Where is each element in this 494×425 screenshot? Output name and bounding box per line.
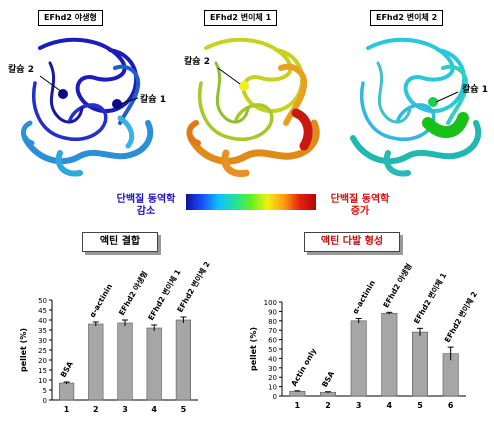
category-label: 2	[325, 401, 331, 410]
y-tick-label: 40	[38, 317, 47, 325]
bar-sample-label: EFhd2 변이체 1	[411, 271, 448, 326]
y-tick-label: 0	[43, 397, 47, 405]
bar-sample-label: EFhd2 변이체 2	[174, 262, 211, 314]
y-tick-label: 5	[43, 387, 47, 395]
bar-sample-label: EFhd2 변이체 2	[442, 289, 479, 344]
y-tick-label: 35	[38, 327, 47, 335]
bar	[175, 319, 192, 401]
y-tick-label: 10	[268, 384, 277, 392]
category-label: 5	[181, 405, 187, 414]
color-scale-bar	[186, 194, 316, 210]
structure-title-wildtype: EFhd2 야생형	[38, 10, 103, 26]
y-tick-label: 45	[38, 307, 47, 315]
bar-sample-label: BSA	[59, 360, 75, 379]
bar	[58, 382, 75, 401]
category-label: 1	[295, 401, 301, 410]
y-axis-label: pellet (%)	[250, 327, 258, 371]
bar	[350, 320, 367, 397]
category-label: 2	[93, 405, 99, 414]
y-tick-label: 90	[268, 308, 277, 316]
bar-sample-label: EFhd2 변이체 1	[145, 267, 182, 322]
category-label: 4	[387, 401, 393, 410]
y-tick-label: 80	[268, 318, 277, 326]
scale-right-line1: 단백질 동역학	[330, 194, 390, 205]
y-axis-label: pellet (%)	[19, 328, 28, 372]
scale-left-line1: 단백질 동역학	[116, 194, 176, 205]
bar-sample-label: Actin only	[289, 347, 318, 388]
bar	[381, 312, 398, 397]
y-tick-label: 15	[38, 367, 47, 375]
bar-sample-label: BSA	[320, 369, 336, 388]
bar-sample-label: α-actinin	[88, 282, 114, 319]
scale-label-increase: 단백질 동역학 증가	[316, 194, 404, 218]
category-label: 5	[417, 401, 423, 410]
y-tick-label: 25	[38, 347, 47, 355]
scale-left-line2: 감소	[136, 206, 156, 217]
y-tick-label: 60	[268, 337, 277, 345]
y-tick-label: 20	[268, 374, 277, 382]
protein-structure-wildtype	[21, 37, 154, 177]
y-tick-label: 70	[268, 327, 277, 335]
y-tick-label: 30	[38, 337, 47, 345]
y-tick-label: 20	[38, 357, 47, 365]
bar	[320, 391, 336, 397]
category-label: 6	[448, 401, 454, 410]
category-label: 4	[151, 405, 157, 414]
y-tick-label: 30	[268, 365, 277, 373]
bar	[289, 391, 306, 397]
calcium-label-m1-2: 칼슘 2	[184, 57, 210, 67]
bar	[117, 322, 133, 401]
scale-label-decrease: 단백질 동역학 감소	[106, 194, 186, 218]
protein-structure-mutant2	[350, 37, 482, 177]
panel-title-actin-bundling: 액틴 다발 형성	[304, 232, 400, 252]
bar-sample-label: EFhd2 야생형	[116, 269, 149, 317]
y-tick-label: 10	[38, 377, 47, 385]
bar	[412, 331, 428, 397]
category-label: 3	[122, 405, 128, 414]
structure-title-mutant1: EFhd2 변이체 1	[204, 10, 278, 26]
y-tick-label: 50	[268, 346, 277, 354]
calcium-label-wt-2: 칼슘 2	[8, 65, 34, 75]
panel-title-actin-binding: 액틴 결합	[82, 232, 158, 252]
y-tick-label: 40	[268, 355, 277, 363]
bar-sample-label: EFhd2 야생형	[380, 262, 413, 309]
protein-structure-mutant1	[186, 37, 320, 178]
bar	[146, 327, 162, 401]
structure-title-mutant2: EFhd2 변이체 2	[370, 10, 444, 26]
calcium-label-m2-1: 칼슘 1	[462, 85, 488, 95]
category-label: 3	[356, 401, 362, 410]
calcium-label-wt-1: 칼슘 1	[140, 95, 166, 105]
y-tick-label: 0	[273, 393, 277, 401]
y-tick-label: 50	[38, 297, 47, 305]
y-tick-label: 100	[264, 299, 277, 307]
bar	[88, 323, 104, 401]
scale-right-line2: 증가	[350, 206, 370, 217]
bar-sample-label: α-actinin	[351, 279, 377, 316]
category-label: 1	[64, 405, 70, 414]
